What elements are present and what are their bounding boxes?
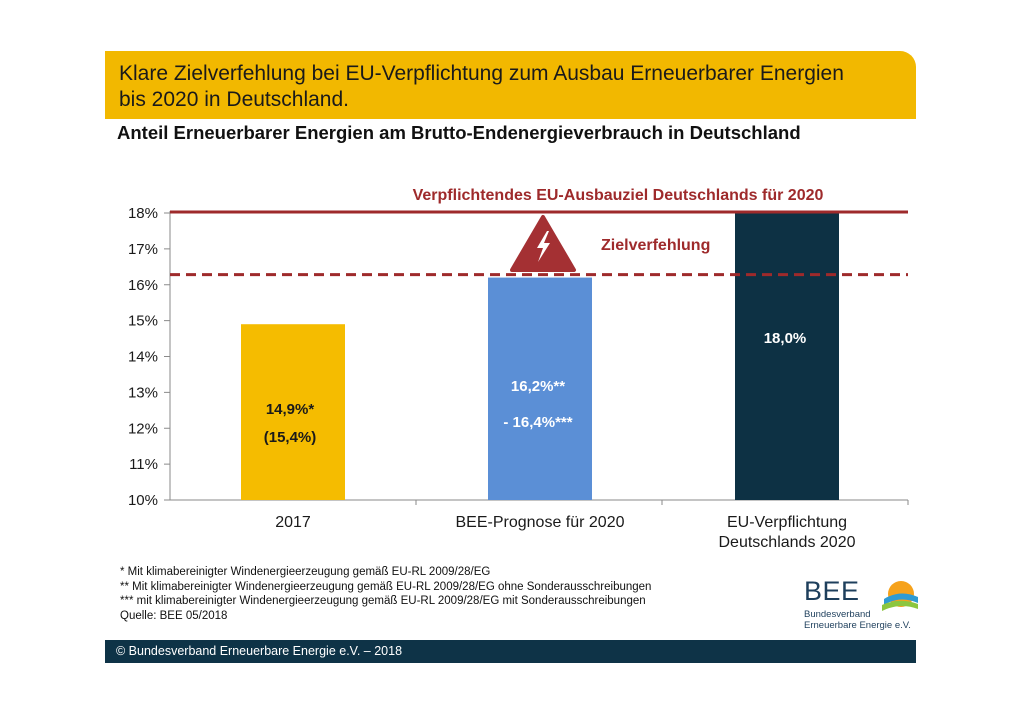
- y-tick-label: 15%: [128, 313, 158, 330]
- data-label: 16,2%**: [511, 378, 565, 395]
- bar-1: [241, 324, 345, 500]
- y-tick-label: 10%: [128, 492, 158, 509]
- y-tick-label: 18%: [128, 205, 158, 222]
- logo-wordmark: BEE: [804, 576, 860, 606]
- page-title-line-1: Klare Zielverfehlung bei EU-Verpflichtun…: [119, 62, 844, 85]
- y-tick-label: 13%: [128, 384, 158, 401]
- lightning-icon: [537, 231, 550, 262]
- copyright-text: © Bundesverband Erneuerbare Energie e.V.…: [116, 644, 403, 658]
- x-category-label: Deutschlands 2020: [719, 534, 856, 551]
- footnote-2: ** Mit klimabereinigter Windenergieerzeu…: [120, 580, 652, 593]
- y-tick-label: 12%: [128, 420, 158, 437]
- y-tick-label: 16%: [128, 277, 158, 294]
- source-note: Quelle: BEE 05/2018: [120, 609, 228, 622]
- x-category-label: 2017: [275, 514, 311, 531]
- logo-line-2: Erneuerbare Energie e.V.: [804, 620, 911, 631]
- title-banner: Klare Zielverfehlung bei EU-Verpflichtun…: [105, 51, 916, 119]
- logo-subtitle: Bundesverband Erneuerbare Energie e.V.: [804, 609, 911, 631]
- y-tick-label: 17%: [128, 241, 158, 258]
- footnotes: * Mit klimabereinigter Windenergieerzeug…: [120, 565, 651, 623]
- footnote-3: *** mit klimabereinigter Windenergieerze…: [120, 595, 646, 607]
- data-label: 18,0%: [764, 330, 807, 347]
- sun-icon: [882, 581, 918, 611]
- bar-2: [488, 277, 592, 500]
- data-label: (15,4%): [264, 429, 317, 446]
- x-category-label: BEE-Prognose für 2020: [456, 514, 625, 531]
- bar-3: [735, 213, 839, 500]
- annotation-zielverfehlung: Zielverfehlung: [601, 237, 710, 254]
- x-category-label: EU-Verpflichtung: [727, 514, 847, 531]
- eu-target-label: Verpflichtendes EU-Ausbauziel Deutschlan…: [413, 187, 824, 204]
- y-tick-label: 11%: [129, 456, 158, 473]
- data-label: 14,9%*: [266, 401, 315, 418]
- footer-bar: © Bundesverband Erneuerbare Energie e.V.…: [105, 640, 916, 663]
- page-title-line-2: bis 2020 in Deutschland.: [119, 88, 349, 111]
- logo-line-1: Bundesverband: [804, 609, 871, 620]
- data-label: - 16,4%***: [503, 414, 572, 431]
- y-tick-label: 14%: [128, 349, 158, 366]
- chart-title: Anteil Erneuerbarer Energien am Brutto-E…: [117, 122, 801, 143]
- footnote-1: * Mit klimabereinigter Windenergieerzeug…: [120, 566, 491, 578]
- bee-logo: BEE Bundesverband Erneuerbare Energie e.…: [804, 576, 924, 636]
